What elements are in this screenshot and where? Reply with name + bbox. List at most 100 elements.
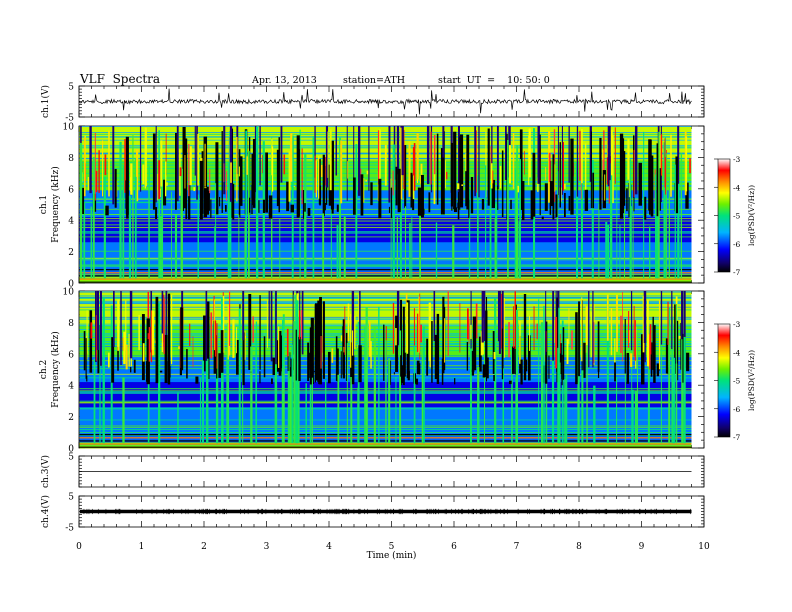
spectrogram-stripe xyxy=(459,134,464,208)
spectrogram-stripe xyxy=(384,144,387,186)
spectrogram-stripe xyxy=(445,160,447,189)
spectrogram-stripe xyxy=(581,129,583,184)
spectrogram-stripe xyxy=(483,291,486,341)
spectrogram-stripe xyxy=(619,225,621,279)
spectrogram-hline xyxy=(79,447,692,449)
spectrogram-stripe xyxy=(671,316,674,444)
spectrogram-hline xyxy=(79,303,692,305)
spectrogram-stripe xyxy=(676,320,679,381)
y-tick-label: 4 xyxy=(68,382,74,392)
spectrogram-stripe xyxy=(343,216,346,279)
spectrogram-stripe xyxy=(532,152,536,217)
spectrogram-stripe xyxy=(122,165,125,279)
spectrogram-hline xyxy=(79,250,692,252)
spectrogram-stripe xyxy=(314,303,319,381)
spectrogram-stripe xyxy=(299,310,300,340)
spectrogram-stripe xyxy=(656,143,659,217)
spectrogram-stripe xyxy=(417,187,422,216)
y-tick-label: -5 xyxy=(65,524,74,534)
spectrogram-stripe xyxy=(161,169,164,279)
spectrogram-stripe xyxy=(215,374,218,444)
spectrogram-stripe xyxy=(289,367,293,379)
spectrogram-stripe xyxy=(221,371,224,444)
spectrogram-stripe xyxy=(280,126,283,183)
spectrogram-stripe xyxy=(301,291,304,355)
spectrogram-stripe xyxy=(128,195,132,279)
spectrogram-stripe xyxy=(296,135,300,218)
spectrogram-stripe xyxy=(337,374,340,444)
spectrogram-stripe xyxy=(227,305,229,360)
spectrogram-stripe xyxy=(461,184,464,186)
spectrogram-stripe xyxy=(485,131,487,198)
spectrogram-stripe xyxy=(189,146,192,186)
spectrogram-stripe xyxy=(268,291,270,339)
spectrogram-stripe xyxy=(307,352,310,378)
spectrogram-stripe xyxy=(220,330,224,373)
spectrogram-stripe xyxy=(540,322,544,444)
spectrogram-stripe xyxy=(239,156,243,206)
spectrogram-stripe xyxy=(196,126,198,200)
spectrogram-stripe xyxy=(668,325,670,444)
spectrogram-stripe xyxy=(276,149,280,207)
spectrogram-stripe xyxy=(503,297,505,358)
spectrogram-stripe xyxy=(96,291,100,350)
spectrogram-stripe xyxy=(548,355,550,379)
spectrogram-stripe xyxy=(670,183,672,186)
spectrogram-stripe xyxy=(161,333,164,353)
spectrogram-stripe xyxy=(667,301,669,345)
spectrogram-stripe xyxy=(501,150,504,218)
spectrogram-stripe xyxy=(530,190,534,220)
spectrogram-stripe xyxy=(643,291,647,343)
spectrogram-stripe xyxy=(81,187,85,215)
spectrogram-stripe xyxy=(282,314,285,444)
spectrogram-stripe xyxy=(276,340,280,372)
spectrogram-hline xyxy=(79,220,692,222)
spectrogram-stripe xyxy=(232,319,235,358)
spectrogram-stripe xyxy=(685,182,689,209)
spectrogram-hline xyxy=(79,259,692,261)
spectrogram-stripe xyxy=(304,153,307,279)
spectrogram-stripe xyxy=(319,297,322,385)
spectrogram-stripe xyxy=(470,291,472,349)
spectrogram-stripe xyxy=(221,131,223,213)
x-tick-label: 2 xyxy=(201,542,207,552)
spectrogram-stripe xyxy=(441,157,445,213)
spectrogram-stripe xyxy=(155,126,157,203)
spectrogram-stripe xyxy=(90,206,93,279)
spectrogram-stripe xyxy=(182,126,186,209)
spectrogram-stripe xyxy=(428,192,431,213)
spectrogram-stripe xyxy=(357,321,360,444)
spectrogram-stripe xyxy=(407,370,410,381)
y-axis-label: ch.3(V) xyxy=(40,455,51,488)
spectrogram-stripe xyxy=(599,137,602,210)
spectrogram-hline xyxy=(79,325,692,327)
spectrogram-stripe xyxy=(607,139,609,175)
spectrogram-stripe xyxy=(263,336,266,378)
spectrogram-stripe xyxy=(494,298,497,444)
spectrogram-stripe xyxy=(335,126,337,176)
spectrogram-stripe xyxy=(368,126,370,191)
spectrogram-stripe xyxy=(158,303,161,444)
spectrogram-stripe xyxy=(223,126,226,195)
spectrogram-hline xyxy=(79,133,692,135)
spectrogram-stripe xyxy=(416,133,419,180)
spectrogram-stripe xyxy=(102,296,105,444)
spectrogram-stripe xyxy=(658,131,660,279)
spectrogram-stripe xyxy=(520,359,523,385)
spectrogram-stripe xyxy=(95,170,98,193)
colorbar-tick-label: -6 xyxy=(733,405,741,414)
spectrogram-stripe xyxy=(491,126,493,185)
chart-title: VLF Spectra xyxy=(80,72,161,86)
spectrogram-stripe xyxy=(325,126,329,188)
spectrogram-stripe xyxy=(579,130,581,181)
spectrogram-stripe xyxy=(626,188,628,212)
spectrogram-stripe xyxy=(598,203,600,279)
spectrogram-stripe xyxy=(204,187,207,189)
spectrogram-stripe xyxy=(418,296,420,353)
spectrogram-stripe xyxy=(236,327,237,354)
spectrogram-stripe xyxy=(343,346,345,353)
spectrogram-stripe xyxy=(147,333,149,340)
y-tick-label: 6 xyxy=(68,350,74,360)
spectrogram-stripe xyxy=(658,300,661,370)
spectrogram-stripe xyxy=(410,172,413,208)
